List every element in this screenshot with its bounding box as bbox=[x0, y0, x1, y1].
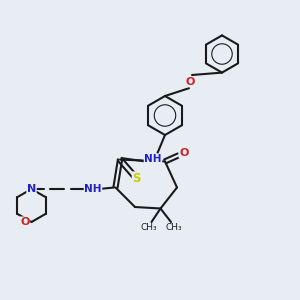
Text: CH₃: CH₃ bbox=[140, 223, 157, 232]
Text: O: O bbox=[20, 217, 30, 227]
Text: NH: NH bbox=[144, 154, 162, 164]
Text: CH₃: CH₃ bbox=[166, 223, 182, 232]
Text: NH: NH bbox=[84, 184, 102, 194]
Text: O: O bbox=[179, 148, 189, 158]
Text: O: O bbox=[186, 76, 195, 87]
Text: S: S bbox=[132, 172, 141, 185]
Text: N: N bbox=[27, 184, 36, 194]
